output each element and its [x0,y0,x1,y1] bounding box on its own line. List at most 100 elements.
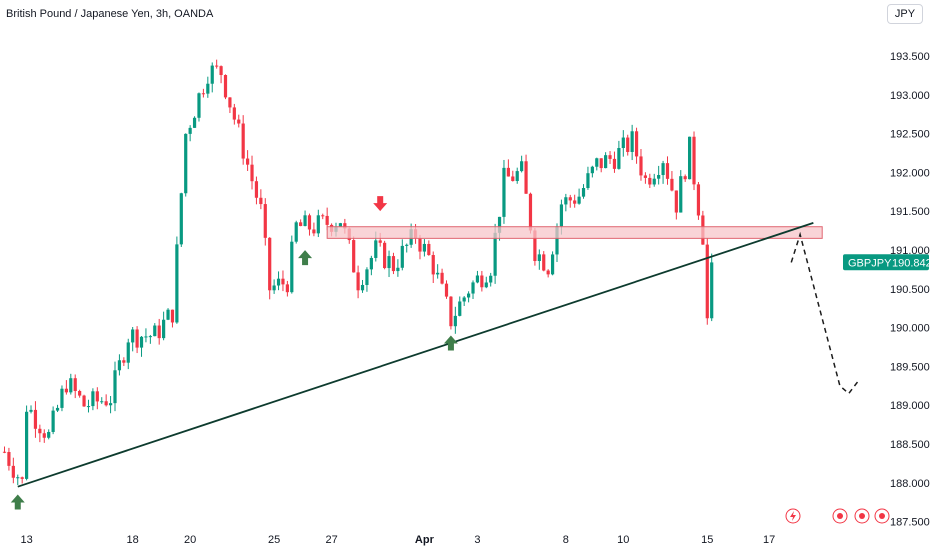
candle-body [241,123,245,159]
candle-body [462,297,466,302]
candle-body [555,226,559,255]
candle-body [528,193,533,231]
target-outer [854,508,870,524]
candle-body [11,465,15,478]
candle-body [471,282,475,294]
candle-body [661,163,665,176]
y-tick-label: 187.500 [890,517,930,529]
candle-body [276,278,281,286]
overlays-layer [10,196,859,510]
projection-path [790,231,859,395]
candle-body [33,409,38,429]
candle-body [630,131,634,152]
candle-body [254,181,259,198]
candle-body [608,155,612,159]
resistance-zone [326,226,823,239]
x-tick-label: 10 [617,534,629,546]
candle-body [139,336,144,348]
candle-body [16,477,20,479]
y-tick-label: 188.000 [890,478,930,490]
candle-body [131,329,135,343]
candle-body [374,240,378,258]
candle-body [418,238,422,252]
candle-body [444,283,449,297]
candle-body [449,296,453,327]
candle-body [550,254,555,275]
candle-body [126,342,130,363]
candle-body [692,136,696,185]
buy-arrow [298,250,313,266]
candle-body [188,127,192,134]
x-tick-label: 27 [325,534,337,546]
candle-body [568,197,572,201]
candle-body [506,167,510,177]
candle-body [590,166,594,174]
target-outer [874,508,890,524]
candle-body [206,83,210,94]
price-tag [843,254,929,271]
candle-body [179,193,183,245]
candle-body [670,178,674,191]
x-tick-label: 18 [127,534,139,546]
candle-body [537,254,541,262]
candle-body [378,240,382,243]
candle-body [219,66,223,76]
candle-body [542,254,546,271]
y-tick-label: 191.000 [890,245,930,257]
candle-body [285,284,289,293]
candle-body [621,137,625,149]
candle-body [665,163,670,179]
candle-body [705,244,709,319]
candle-body [639,156,643,176]
lightning-ring [785,508,801,524]
candle-body [502,167,506,217]
axes-layer: 193.500 193.000 192.500 192.000 191.500 191.0… [20,51,931,546]
target-icon[interactable] [854,508,870,524]
lightning-icon[interactable] [785,508,801,524]
candle-body [475,275,480,283]
candle-body [436,272,440,275]
candle-body [223,75,228,98]
sell-arrow [373,196,388,212]
candle-body [20,477,24,479]
candle-body [299,222,303,227]
candle-body [78,391,82,396]
candle-body [307,215,312,230]
target-inner [859,513,865,519]
chart-title: British Pound / Japanese Yen, 3h, OANDA [6,8,214,20]
candle-body [86,406,91,408]
candle-body [391,256,396,272]
candle-body [201,93,205,95]
candle-body [228,97,232,108]
candle-body [113,370,117,404]
candle-body [263,204,267,238]
candle-body [122,360,126,363]
x-tick-label: Apr [415,534,435,546]
candle-body [268,237,272,291]
candle-body [153,325,157,337]
candle-body [497,216,502,233]
target-icon[interactable] [874,508,890,524]
candle-body [64,388,68,393]
candle-body [51,410,55,432]
candle-body [581,188,586,197]
target-inner [837,513,843,519]
candle-body [515,171,519,182]
candle-body [162,319,166,339]
currency-button[interactable]: JPY [887,4,923,24]
candles-layer [2,59,714,486]
y-tick-label: 191.500 [890,206,930,218]
candle-body [683,176,687,180]
candle-body [520,161,524,172]
candle-body [657,175,661,179]
candle-body [710,262,714,319]
candle-body [175,244,179,323]
target-icon[interactable] [832,508,848,524]
candle-body [360,284,365,291]
candle-body [7,451,11,466]
candle-body [272,285,276,291]
candle-body [91,391,95,407]
candle-body [281,278,285,285]
candle-body [166,309,170,320]
